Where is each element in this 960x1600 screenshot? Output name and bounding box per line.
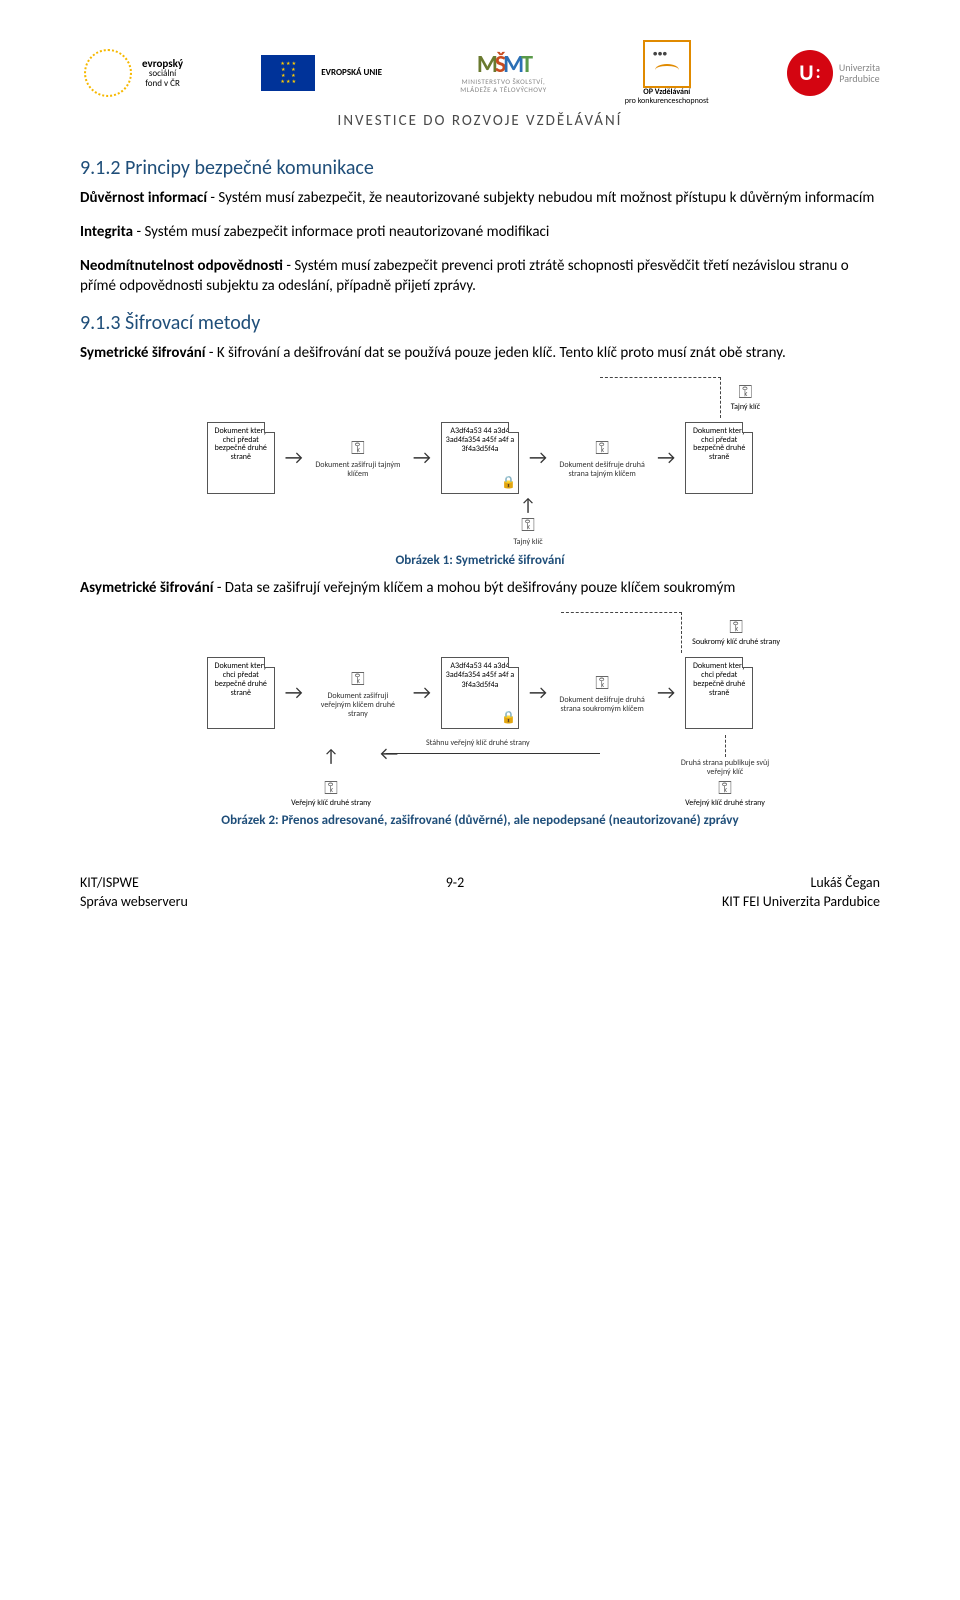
eu-flag-icon [261,55,315,91]
asym-pub-key-left: ⚿ Veřejný klíč druhé strany [286,779,376,808]
arrow-icon: → [413,681,431,705]
asym-priv-key-label: Soukromý klíč druhé strany [692,638,780,647]
upce-line2: Pardubice [839,73,880,84]
section-title-913: 9.1.3 Šifrovací metody [80,311,880,335]
lock-icon: 🔒 [501,477,516,491]
sym-key-left-label: Tajný klíč [513,538,542,547]
section-title-912: 9.1.2 Principy bezpečné komunikace [80,156,880,180]
logo-eu: EVROPSKÁ UNIE [261,55,382,91]
upce-icon: U: [787,50,833,96]
upce-text: Univerzita Pardubice [839,62,880,84]
arrow-icon: → [413,446,431,470]
logo-op: OP Vzdělávání pro konkurenceschopnost [625,40,709,106]
esf-text: evropský sociální fond v ČR [142,58,183,88]
para-sym: Symetrické šifrování - K šifrování a deš… [80,343,880,363]
arrow-up-icon: ↑ [323,749,339,763]
asym-cipher: A3df4a53 44 a3d4 3ad4fa354 a45f a4f a 3f… [441,657,519,729]
sym-doc-in-text: Dokument který chci předat bezpečně druh… [215,426,268,462]
sym-enc-label: Dokument zašifruji tajným klíčem [313,461,403,479]
asym-pub-key-left-label: Veřejný klíč druhé strany [291,799,371,808]
footer-right2: KIT FEI Univerzita Pardubice [722,893,880,910]
op-line2: pro konkurenceschopnost [625,97,709,106]
arrow-icon: → [657,681,675,705]
asym-cipher-text: A3df4a53 44 a3d4 3ad4fa354 a45f a4f a 3f… [446,661,514,689]
key-icon: ⚿ [351,668,365,690]
key-icon: ⚿ [521,514,535,536]
msmt-icon: MŠMT [477,52,530,78]
op-icon [643,40,691,88]
para-neodmit-b: Neodmítnutelnost odpovědnosti [80,257,283,275]
header-logos: evropský sociální fond v ČR EVROPSKÁ UNI… [80,40,880,106]
lock-icon: 🔒 [501,712,516,726]
footer-center: 9-2 [446,874,464,910]
para-integrita-b: Integrita [80,223,133,241]
asym-dashed-top [561,612,682,653]
key-icon: ⚿ [718,779,732,799]
para-duvernost: Důvěrnost informací - Systém musí zabezp… [80,188,880,208]
sym-doc-out-text: Dokument který chci předat bezpečně druh… [693,426,746,462]
sym-dec-label: Dokument dešifruje druhá strana tajným k… [557,461,647,479]
arrow-left-icon: ← [380,742,398,766]
sym-dashed-path [600,377,721,418]
asym-pub-key-right: ⚿ Veřejný klíč druhé strany [670,779,780,808]
footer-left: KIT/ISPWE Správa webserveru [80,874,188,910]
asym-doc-in-text: Dokument který chci předat bezpečně druh… [215,661,268,697]
esf-icon [80,45,136,101]
header-tagline: INVESTICE DO ROZVOJE VZDĚLÁVÁNÍ [80,112,880,130]
page: evropský sociální fond v ČR EVROPSKÁ UNI… [0,0,960,941]
para-integrita-t: - Systém musí zabezpečit informace proti… [133,223,549,241]
asym-enc-label: Dokument zašifruji veřejným klíčem druhé… [313,692,403,718]
key-icon: ⚿ [595,672,609,694]
key-icon: ⚿ [739,383,753,403]
diagram-symmetric: ⚿ Tajný klíč Dokument který chci předat … [80,377,880,547]
arrow-icon: → [529,446,547,470]
logo-msmt: MŠMT MINISTERSTVO ŠKOLSTVÍ, MLÁDEŽE A TĚ… [460,52,546,94]
logo-esf: evropský sociální fond v ČR [80,45,183,101]
arrow-icon: → [657,446,675,470]
eu-label: EVROPSKÁ UNIE [321,68,382,78]
para-sym-b: Symetrické šifrování [80,344,205,362]
para-duvernost-b: Důvěrnost informací [80,189,207,207]
key-icon: ⚿ [351,437,365,459]
arrow-icon: → [529,681,547,705]
para-asym-t: - Data se zašifrují veřejným klíčem a mo… [213,579,735,597]
para-asym: Asymetrické šifrování - Data se zašifruj… [80,578,880,598]
asym-pub-key-right-label: Veřejný klíč druhé strany [685,799,765,808]
sym-cipher-text: A3df4a53 44 a3d4 3ad4fa354 a45f a4f a 3f… [446,426,514,454]
footer-right: Lukáš Čegan KIT FEI Univerzita Pardubice [722,874,880,910]
para-duvernost-t: - Systém musí zabezpečit, že neautorizov… [207,189,874,207]
asym-fetch-label: Stáhnu veřejný klíč druhé strany [426,739,530,748]
arrow-up-icon: ↑ [520,498,536,512]
footer-right1: Lukáš Čegan [810,874,880,891]
key-icon: ⚿ [729,618,743,638]
key-icon: ⚿ [324,779,338,799]
sym-doc-in: Dokument který chci předat bezpečně druh… [207,422,275,494]
arrow-icon: → [285,446,303,470]
asym-doc-in: Dokument který chci předat bezpečně druh… [207,657,275,729]
sym-key-right: ⚿ Tajný klíč [731,383,760,412]
asym-doc-out: Dokument který chci předat bezpečně druh… [685,657,753,729]
footer: KIT/ISPWE Správa webserveru 9-2 Lukáš Če… [80,874,880,910]
diagram-asymmetric: ⚿ Soukromý klíč druhé strany Dokument kt… [80,612,880,807]
para-neodmit: Neodmítnutelnost odpovědnosti - Systém m… [80,256,880,297]
arrow-icon: → [285,681,303,705]
asym-dec-label: Dokument dešifruje druhá strana soukromý… [557,696,647,714]
sym-doc-out: Dokument který chci předat bezpečně druh… [685,422,753,494]
footer-left2: Správa webserveru [80,893,188,910]
sym-key-right-label: Tajný klíč [731,403,760,412]
caption-1: Obrázek 1: Symetrické šifrování [80,553,880,568]
para-asym-b: Asymetrické šifrování [80,579,213,597]
para-sym-t: - K šifrování a dešifrování dat se použí… [205,344,785,362]
logo-upce: U: Univerzita Pardubice [787,50,880,96]
key-icon: ⚿ [595,437,609,459]
footer-left1: KIT/ISPWE [80,874,139,891]
esf-sub2: fond v ČR [142,79,183,88]
para-integrita: Integrita - Systém musí zabezpečit infor… [80,222,880,242]
caption-2: Obrázek 2: Přenos adresované, zašifrovan… [80,813,880,828]
msmt-line2: MLÁDEŽE A TĚLOVÝCHOVY [460,86,546,94]
asym-priv-key: ⚿ Soukromý klíč druhé strany [692,618,780,647]
asym-doc-out-text: Dokument který chci předat bezpečně druh… [693,661,746,697]
sym-cipher: A3df4a53 44 a3d4 3ad4fa354 a45f a4f a 3f… [441,422,519,494]
asym-publish-label: Druhá strana publikuje svůj veřejný klíč [680,759,770,777]
